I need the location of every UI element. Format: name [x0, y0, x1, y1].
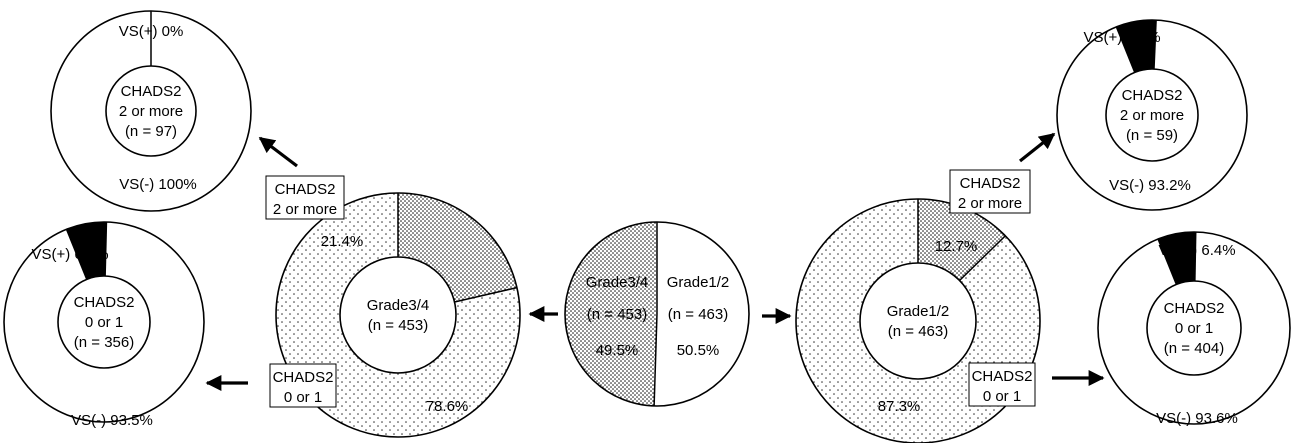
center-label: 2 or more — [1120, 107, 1184, 124]
pie-g34_high: CHADS2 2 or more (n = 97) VS(+) 0% VS(-) 100… — [50, 10, 252, 212]
slice-percent-label: 12.7% — [935, 238, 978, 255]
center-label: (n = 463) — [888, 323, 948, 340]
pie-hole — [1105, 68, 1199, 162]
pie-outline — [3, 221, 205, 423]
pie-hole — [339, 256, 457, 374]
center-label: (n = 404) — [1164, 340, 1224, 357]
callout-boxes: CHADS2 2 or more CHADS2 0 or 1 CHADS2 2 or mo… — [265, 169, 1036, 408]
pie-outline — [50, 10, 252, 212]
pie-g34_low: CHADS2 0 or 1 (n = 356) VS(+) 6.5% VS(-) 93.… — [3, 221, 205, 429]
center-label: CHADS2 — [1164, 300, 1225, 317]
center-label: 0 or 1 — [85, 314, 123, 331]
center-label: CHADS2 — [1122, 87, 1183, 104]
vs-negative-label: VS(-) 100% — [119, 176, 197, 193]
center-slice-label: (n = 453) — [587, 306, 647, 323]
pie-hole — [105, 65, 197, 157]
center-label: (n = 453) — [368, 317, 428, 334]
callout-line: CHADS2 — [972, 368, 1033, 385]
pie-hole — [859, 262, 977, 380]
slice-center-0 — [565, 222, 657, 406]
callout-box: CHADS2 0 or 1 — [968, 362, 1036, 407]
pie-outline — [1056, 19, 1248, 211]
pie-hole — [57, 275, 151, 369]
pie-hole — [1146, 280, 1242, 376]
slice-percent-label: 87.3% — [878, 398, 921, 415]
center-label: (n = 97) — [125, 123, 177, 140]
vs-positive-label: VS(+) 6.8% — [1083, 29, 1160, 46]
flow-arrow — [258, 136, 298, 168]
pie-center: Grade3/4 (n = 453) 49.5% Grade1/2 (n = 463) 5… — [564, 221, 750, 407]
callout-line: 0 or 1 — [284, 389, 322, 406]
center-slice-label: 50.5% — [677, 342, 720, 359]
center-slice-label: (n = 463) — [668, 306, 728, 323]
vs-negative-label: VS(-) 93.2% — [1109, 177, 1191, 194]
callout-box: CHADS2 0 or 1 — [269, 363, 337, 408]
callout-frame — [949, 169, 1031, 214]
center-label: (n = 59) — [1126, 127, 1178, 144]
vs-positive-label: VS(+) 6.5% — [31, 246, 108, 263]
callout-line: CHADS2 — [275, 181, 336, 198]
arrows — [205, 132, 1105, 391]
center-slice-label: 49.5% — [596, 342, 639, 359]
center-label: CHADS2 — [74, 294, 135, 311]
callout-line: CHADS2 — [960, 175, 1021, 192]
vs-positive-label: VS(+) 0% — [119, 23, 184, 40]
callout-frame — [968, 362, 1036, 407]
center-slice-label: Grade3/4 — [586, 274, 649, 291]
pie-grade34: Grade3/4 (n = 453) 21.4% 78.6% — [275, 192, 521, 438]
pie-grade12: Grade1/2 (n = 463) 12.7% 87.3% — [795, 198, 1041, 443]
pie-g12_low: CHADS2 0 or 1 (n = 404) VS(+) 6.4% VS(-) 93.… — [1097, 231, 1291, 427]
slice-percent-label: 78.6% — [426, 398, 469, 415]
vs-positive-label: VS(+) 6.4% — [1158, 242, 1235, 259]
callout-box: CHADS2 2 or more — [265, 175, 345, 220]
slice-center-1 — [654, 222, 750, 406]
center-label: CHADS2 — [121, 83, 182, 100]
vs-negative-label: VS(-) 93.5% — [71, 412, 153, 429]
center-label: Grade1/2 — [887, 303, 950, 320]
pie-outline — [795, 198, 1041, 443]
callout-line: 2 or more — [958, 195, 1022, 212]
center-label: 0 or 1 — [1175, 320, 1213, 337]
center-label: Grade3/4 — [367, 297, 430, 314]
callout-frame — [265, 175, 345, 220]
flow-arrow — [1019, 132, 1056, 163]
callout-line: 0 or 1 — [983, 388, 1021, 405]
pie-outline — [1097, 231, 1291, 425]
pie-g12_high: CHADS2 2 or more (n = 59) VS(+) 6.8% VS(-) 9… — [1056, 19, 1248, 211]
slice-percent-label: 21.4% — [321, 233, 364, 250]
center-label: 2 or more — [119, 103, 183, 120]
slice-divider — [653, 313, 658, 406]
callout-line: 2 or more — [273, 201, 337, 218]
pie-outline — [564, 221, 750, 407]
callout-line: CHADS2 — [273, 369, 334, 386]
callout-box: CHADS2 2 or more — [949, 169, 1031, 214]
pie-outline — [275, 192, 521, 438]
charts: CHADS2 2 or more (n = 97) VS(+) 0% VS(-) 100… — [3, 10, 1291, 443]
callout-frame — [269, 363, 337, 408]
center-label: (n = 356) — [74, 334, 134, 351]
vs-negative-label: VS(-) 93.6% — [1156, 410, 1238, 427]
center-slice-label: Grade1/2 — [667, 274, 730, 291]
